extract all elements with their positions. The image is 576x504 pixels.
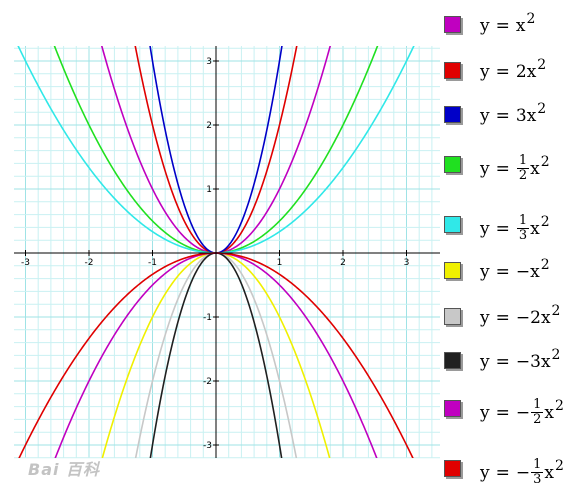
curve-series-6 [101,252,331,458]
legend-item-7: y = −2 x 2 [440,302,576,342]
legend-swatch [444,16,461,33]
y-tick-label: -2 [203,377,212,387]
legend-swatch [444,216,461,233]
curve-series-3 [149,46,283,254]
y-tick-label: 3 [206,57,212,67]
legend-item-2: y = 2 x 2 [440,56,576,96]
legend-item-6: y = − x 2 [440,256,576,296]
legend-swatch [444,308,461,325]
curve-series-2 [134,46,298,254]
legend-swatch [444,62,461,79]
x-tick-label: 1 [277,258,283,268]
legend-item-8: y = −3 x 2 [440,346,576,386]
watermark-logo: Bai 百科 [28,460,101,479]
curve-series-10 [18,252,414,458]
y-tick-label: 2 [206,121,212,131]
legend-formula: y = −2 x 2 [480,303,561,328]
legend-swatch [444,460,461,477]
curve-series-7 [134,252,298,458]
y-tick-label: -1 [203,313,212,323]
y-tick-label: -3 [203,441,212,451]
legend-swatch [444,156,461,173]
parabola-chart: -3 -2 -1 1 2 3 -3 -2 -1 1 2 3 [14,46,440,459]
x-tick-label: -1 [148,258,157,268]
y-tick-label: 1 [206,185,212,195]
x-tick-label: 3 [404,258,410,268]
legend-formula: y = −3 x 2 [480,347,561,372]
legend-swatch [444,262,461,279]
legend-swatch [444,352,461,369]
curve-series-5 [17,46,415,254]
legend-swatch [444,400,461,417]
x-tick-label: 2 [340,258,346,268]
legend-formula: y = x 2 [480,11,536,36]
x-tick-label: -3 [21,258,30,268]
legend-item-1: y = x 2 [440,10,576,50]
legend-formula: y = − x 2 [480,257,550,282]
legend-item-3: y = 3 x 2 [440,100,576,140]
legend-formula: y = 3 x 2 [480,101,547,126]
legend-swatch [444,106,461,123]
legend-formula: y = 2 x 2 [480,57,547,82]
curve-series-8 [149,252,283,458]
curve-series-1 [100,46,332,254]
x-tick-label: -2 [85,258,94,268]
